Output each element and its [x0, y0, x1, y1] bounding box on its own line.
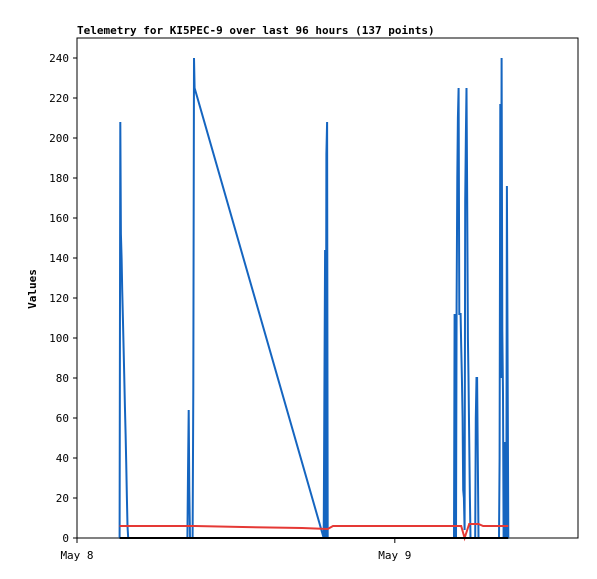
x-axis: May 8 May 9 [60, 538, 411, 562]
y-tick-label: 180 [49, 172, 69, 185]
chart-title: Telemetry for KI5PEC-9 over last 96 hour… [77, 24, 435, 37]
y-axis-title: Values [26, 269, 39, 309]
y-axis: 0 20 40 60 80 100 120 140 160 180 200 220 240 [49, 52, 77, 545]
y-tick-label: 0 [62, 532, 69, 545]
series-line-1 [119, 523, 509, 542]
y-tick-label: 140 [49, 252, 69, 265]
series-layer [118, 57, 510, 542]
y-tick-label: 220 [49, 92, 69, 105]
y-tick-label: 100 [49, 332, 69, 345]
y-tick-label: 120 [49, 292, 69, 305]
y-tick-label: 40 [56, 452, 69, 465]
y-tick-label: 200 [49, 132, 69, 145]
y-tick-label: 20 [56, 492, 69, 505]
y-tick-label: 60 [56, 412, 69, 425]
x-tick-label: May 8 [60, 549, 93, 562]
x-tick-label: May 9 [378, 549, 411, 562]
y-tick-label: 80 [56, 372, 69, 385]
series-line-0 [118, 57, 510, 539]
y-tick-label: 160 [49, 212, 69, 225]
y-tick-label: 240 [49, 52, 69, 65]
